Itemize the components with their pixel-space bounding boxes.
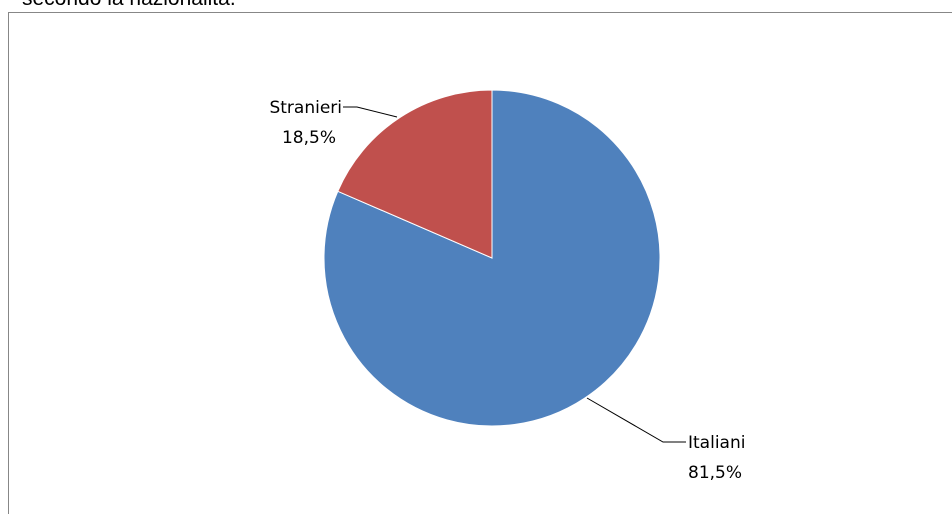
slice-value-label-stranieri: 18,5% — [282, 128, 336, 148]
slice-name-label-italiani: Italiani — [688, 433, 745, 453]
leader-line-italiani — [587, 398, 686, 442]
slice-name-label-stranieri: Stranieri — [269, 98, 342, 118]
leader-line-stranieri — [343, 107, 397, 117]
slice-value-label-italiani: 81,5% — [688, 463, 742, 483]
